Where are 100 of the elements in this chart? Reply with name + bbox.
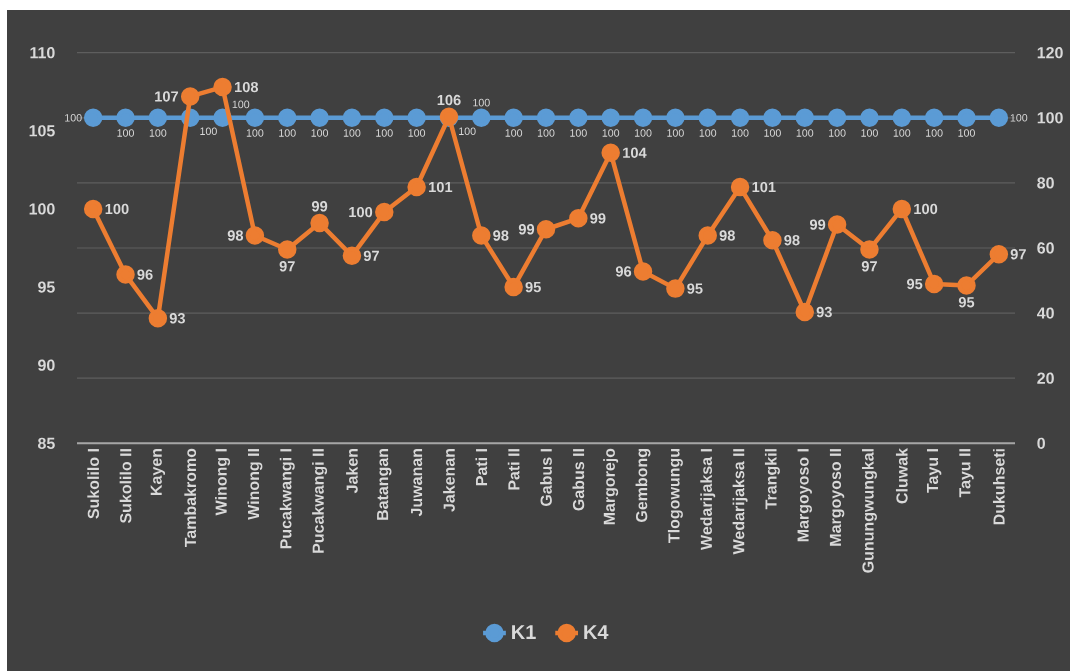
data-label: 100: [829, 129, 846, 137]
point: [666, 279, 685, 298]
data-label: 100: [764, 129, 781, 137]
data-label: 100: [958, 129, 975, 137]
y-tick-label: 110: [30, 47, 55, 59]
x-tick-label: Wedarijaksa I: [700, 449, 716, 550]
data-label: 95: [525, 281, 541, 293]
data-label: 97: [279, 261, 295, 272]
data-label: 97: [363, 250, 379, 261]
data-label: 100: [634, 129, 652, 137]
data-label: 99: [590, 213, 606, 224]
data-label: 93: [169, 313, 185, 324]
data-label: 98: [493, 230, 509, 241]
data-label: 100: [200, 127, 217, 135]
data-label: 100: [65, 114, 82, 122]
data-label: 100: [105, 203, 129, 215]
x-tick-label: Kayen: [150, 449, 166, 495]
data-label: 100: [349, 206, 373, 218]
point: [148, 309, 168, 328]
data-label: 100: [861, 129, 878, 137]
data-label: 96: [615, 266, 632, 277]
x-tick-label: Jakenan: [443, 449, 455, 512]
data-label: 100: [376, 129, 393, 137]
data-label: 101: [429, 181, 453, 193]
data-label: 99: [311, 201, 328, 212]
y2-tick-label: 100: [1037, 112, 1063, 124]
data-label: 95: [687, 283, 703, 294]
point: [730, 177, 750, 197]
point: [698, 226, 717, 245]
x-tick-label: Pati II: [507, 449, 520, 490]
data-label: 107: [155, 91, 179, 102]
x-tick-label: Dukuhseti: [992, 449, 1005, 525]
y2-tick-label: 80: [1037, 177, 1054, 189]
x-tick-label: Jaken: [346, 449, 358, 494]
data-label: 98: [719, 230, 735, 241]
data-label: 100: [1010, 114, 1028, 122]
x-tick-label: Juwanan: [411, 449, 423, 517]
x-tick-label: Tayu I: [926, 449, 942, 493]
point: [957, 276, 976, 295]
point: [472, 226, 491, 245]
data-label: 95: [906, 278, 923, 290]
data-label: 99: [809, 219, 826, 230]
x-tick-label: Gunungwungkal: [861, 449, 877, 573]
point: [504, 277, 523, 297]
x-tick-label: Sukolilo I: [87, 449, 100, 519]
x-tick-label: Trangkil: [764, 449, 780, 510]
point: [375, 202, 394, 222]
data-label: 100: [667, 129, 684, 137]
point: [989, 245, 1009, 264]
point: [213, 77, 232, 97]
data-label: 100: [732, 129, 749, 137]
point: [83, 199, 103, 219]
data-label: 96: [137, 269, 153, 280]
data-label: 97: [1010, 249, 1026, 260]
data-label: 93: [816, 306, 832, 318]
data-label: 100: [602, 129, 620, 137]
y-tick-label: 105: [29, 125, 55, 137]
x-tick-label: Sukolilo II: [119, 449, 132, 524]
data-label: 100: [926, 129, 943, 137]
point: [569, 209, 588, 228]
point: [860, 240, 879, 259]
y2-tick-label: 20: [1037, 372, 1054, 384]
data-label: 100: [570, 129, 587, 137]
y2-tick-label: 40: [1036, 307, 1054, 319]
y2-tick-label: 0: [1037, 437, 1045, 449]
data-label: 98: [784, 235, 800, 246]
legend-label: K4: [584, 625, 609, 639]
point: [763, 230, 782, 250]
data-label: 108: [235, 81, 259, 93]
data-label: 100: [914, 203, 938, 215]
data-label: 100: [279, 129, 296, 137]
data-label: 101: [752, 181, 776, 193]
data-label: 104: [623, 147, 647, 158]
y-tick-label: 100: [29, 203, 55, 215]
x-tick-label: Gabus I: [540, 449, 552, 507]
point: [536, 220, 556, 239]
x-tick-label: Pucakwangi II: [312, 449, 328, 553]
x-tick-label: Winong I: [215, 449, 231, 516]
y2-tick-label: 60: [1037, 242, 1054, 254]
data-label: 100: [537, 129, 555, 137]
data-label: 100: [893, 129, 911, 137]
data-label: 99: [518, 224, 535, 235]
point: [924, 274, 944, 294]
x-tick-label: Pucakwangi I: [279, 449, 295, 549]
data-label: 100: [699, 129, 717, 137]
point: [180, 87, 200, 106]
data-label: 100: [311, 129, 329, 137]
x-tick-label: Cluwak: [895, 448, 908, 504]
data-label: 100: [459, 127, 476, 135]
data-label: 100: [246, 129, 264, 137]
x-tick-label: Margoyoso I: [797, 449, 812, 542]
point: [310, 213, 329, 233]
point: [633, 262, 653, 281]
x-tick-label: Tlogowungu: [667, 449, 683, 543]
point: [342, 246, 362, 266]
data-label: 100: [149, 129, 167, 137]
x-tick-label: Pati I: [475, 449, 488, 486]
x-tick-label: Tayu II: [959, 449, 974, 498]
x-tick-label: Gembong: [635, 449, 651, 523]
x-tick-label: Gabus II: [572, 449, 585, 511]
